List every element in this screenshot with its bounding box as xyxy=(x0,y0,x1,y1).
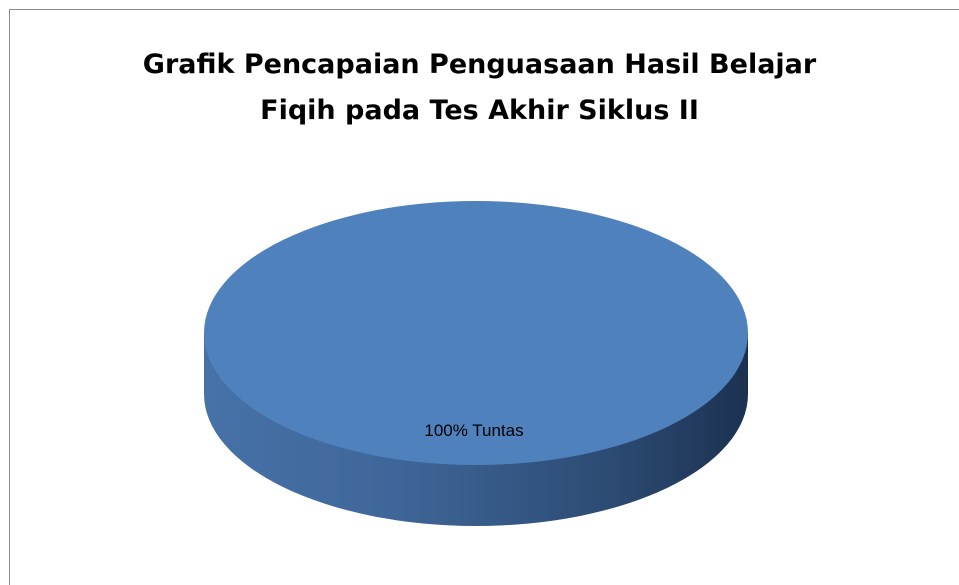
chart-title-line-2: Fiqih pada Tes Akhir Siklus II xyxy=(260,95,699,126)
chart-title: Grafik Pencapaian Penguasaan Hasil Belaj… xyxy=(0,42,959,134)
chart-title-line-1: Grafik Pencapaian Penguasaan Hasil Belaj… xyxy=(142,49,817,80)
slice-data-label: 100% Tuntas xyxy=(424,421,523,440)
pie-slice-tuntas xyxy=(204,201,748,465)
